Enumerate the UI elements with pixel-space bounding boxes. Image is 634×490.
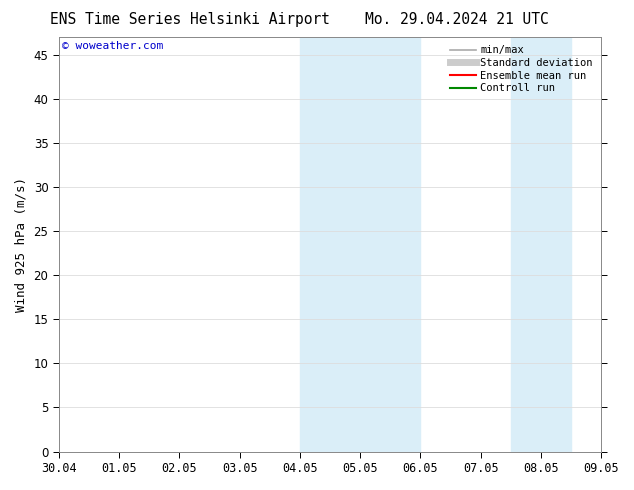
Text: ENS Time Series Helsinki Airport: ENS Time Series Helsinki Airport <box>50 12 330 27</box>
Y-axis label: Wind 925 hPa (m/s): Wind 925 hPa (m/s) <box>15 177 28 312</box>
Text: © woweather.com: © woweather.com <box>61 41 163 51</box>
Bar <box>300 37 420 452</box>
Bar <box>511 37 571 452</box>
Legend: min/max, Standard deviation, Ensemble mean run, Controll run: min/max, Standard deviation, Ensemble me… <box>447 42 596 97</box>
Text: Mo. 29.04.2024 21 UTC: Mo. 29.04.2024 21 UTC <box>365 12 548 27</box>
